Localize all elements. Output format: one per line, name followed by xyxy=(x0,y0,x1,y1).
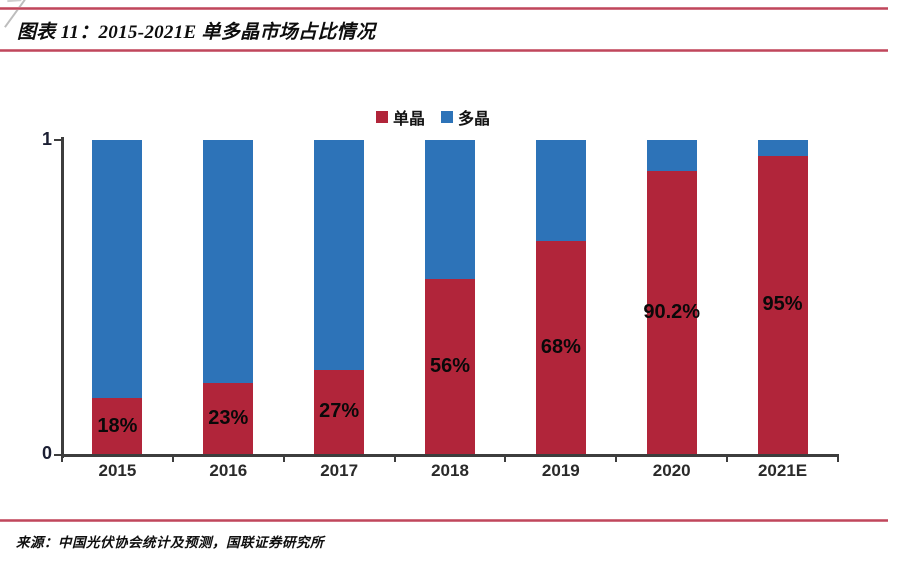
x-boundary-tick xyxy=(726,456,729,462)
bar-segment-multi-2018 xyxy=(425,140,475,279)
x-boundary-tick xyxy=(282,456,285,462)
y-axis xyxy=(61,137,64,458)
x-category-label-2017: 2017 xyxy=(320,461,359,480)
y-tick-label-1: 1 xyxy=(41,129,52,149)
mono-swatch-icon xyxy=(375,111,388,123)
bar-segment-mono-2021E xyxy=(757,155,808,455)
title-underline-rule xyxy=(0,49,888,52)
bar-segment-mono-2015 xyxy=(92,398,143,455)
bar-segment-mono-2020 xyxy=(646,170,697,455)
y-tick-0 xyxy=(54,454,62,456)
legend-item-multi: 多晶 xyxy=(441,105,490,129)
x-category-label-2020: 2020 xyxy=(652,461,691,480)
multi-swatch-icon xyxy=(441,111,453,123)
bar-segment-multi-2017 xyxy=(314,140,365,370)
chart-legend: 单晶 多晶 xyxy=(0,105,883,129)
x-category-label-2018: 2018 xyxy=(431,461,469,480)
x-axis xyxy=(61,454,839,457)
mono-share-label-2020: 90.2% xyxy=(643,300,701,323)
legend-label-mono: 单晶 xyxy=(392,111,425,128)
chart-title: 图表 11：2015-2021E 单多晶市场占比情况 xyxy=(17,22,376,43)
mono-share-label-2016: 23% xyxy=(208,406,249,429)
x-boundary-tick xyxy=(393,456,396,462)
mono-share-label-2015: 18% xyxy=(97,414,138,437)
top-rule xyxy=(0,7,888,10)
y-tick-label-0: 0 xyxy=(41,443,52,463)
x-boundary-tick xyxy=(837,456,839,462)
x-boundary-tick xyxy=(171,456,174,462)
bar-segment-multi-2021E xyxy=(757,140,808,156)
mono-share-label-2018: 56% xyxy=(429,354,471,377)
x-category-label-2021E: 2021E xyxy=(757,461,808,480)
bar-segment-multi-2015 xyxy=(92,140,143,399)
x-boundary-tick xyxy=(504,456,507,462)
y-tick-1 xyxy=(54,139,62,141)
legend-item-mono: 单晶 xyxy=(375,105,425,129)
bar-segment-multi-2016 xyxy=(203,140,254,383)
x-category-label-2015: 2015 xyxy=(98,461,137,480)
mono-share-label-2021E: 95% xyxy=(762,293,803,316)
x-boundary-tick xyxy=(615,456,618,462)
mono-share-label-2017: 27% xyxy=(319,400,360,423)
bar-segment-mono-2018 xyxy=(425,278,475,455)
source-note: 来源：中国光伏协会统计及预测，国联证券研究所 xyxy=(16,535,324,550)
mono-share-label-2019: 68% xyxy=(540,335,581,358)
bar-segment-mono-2016 xyxy=(203,382,254,455)
x-category-label-2016: 2016 xyxy=(209,461,248,480)
bar-segment-mono-2019 xyxy=(535,240,586,455)
x-boundary-tick xyxy=(61,456,63,462)
bar-segment-multi-2019 xyxy=(535,140,586,241)
x-category-label-2019: 2019 xyxy=(541,461,580,480)
legend-label-multi: 多晶 xyxy=(458,111,491,128)
bar-segment-mono-2017 xyxy=(314,369,365,455)
bottom-rule xyxy=(0,519,888,522)
bar-segment-multi-2020 xyxy=(646,140,697,171)
